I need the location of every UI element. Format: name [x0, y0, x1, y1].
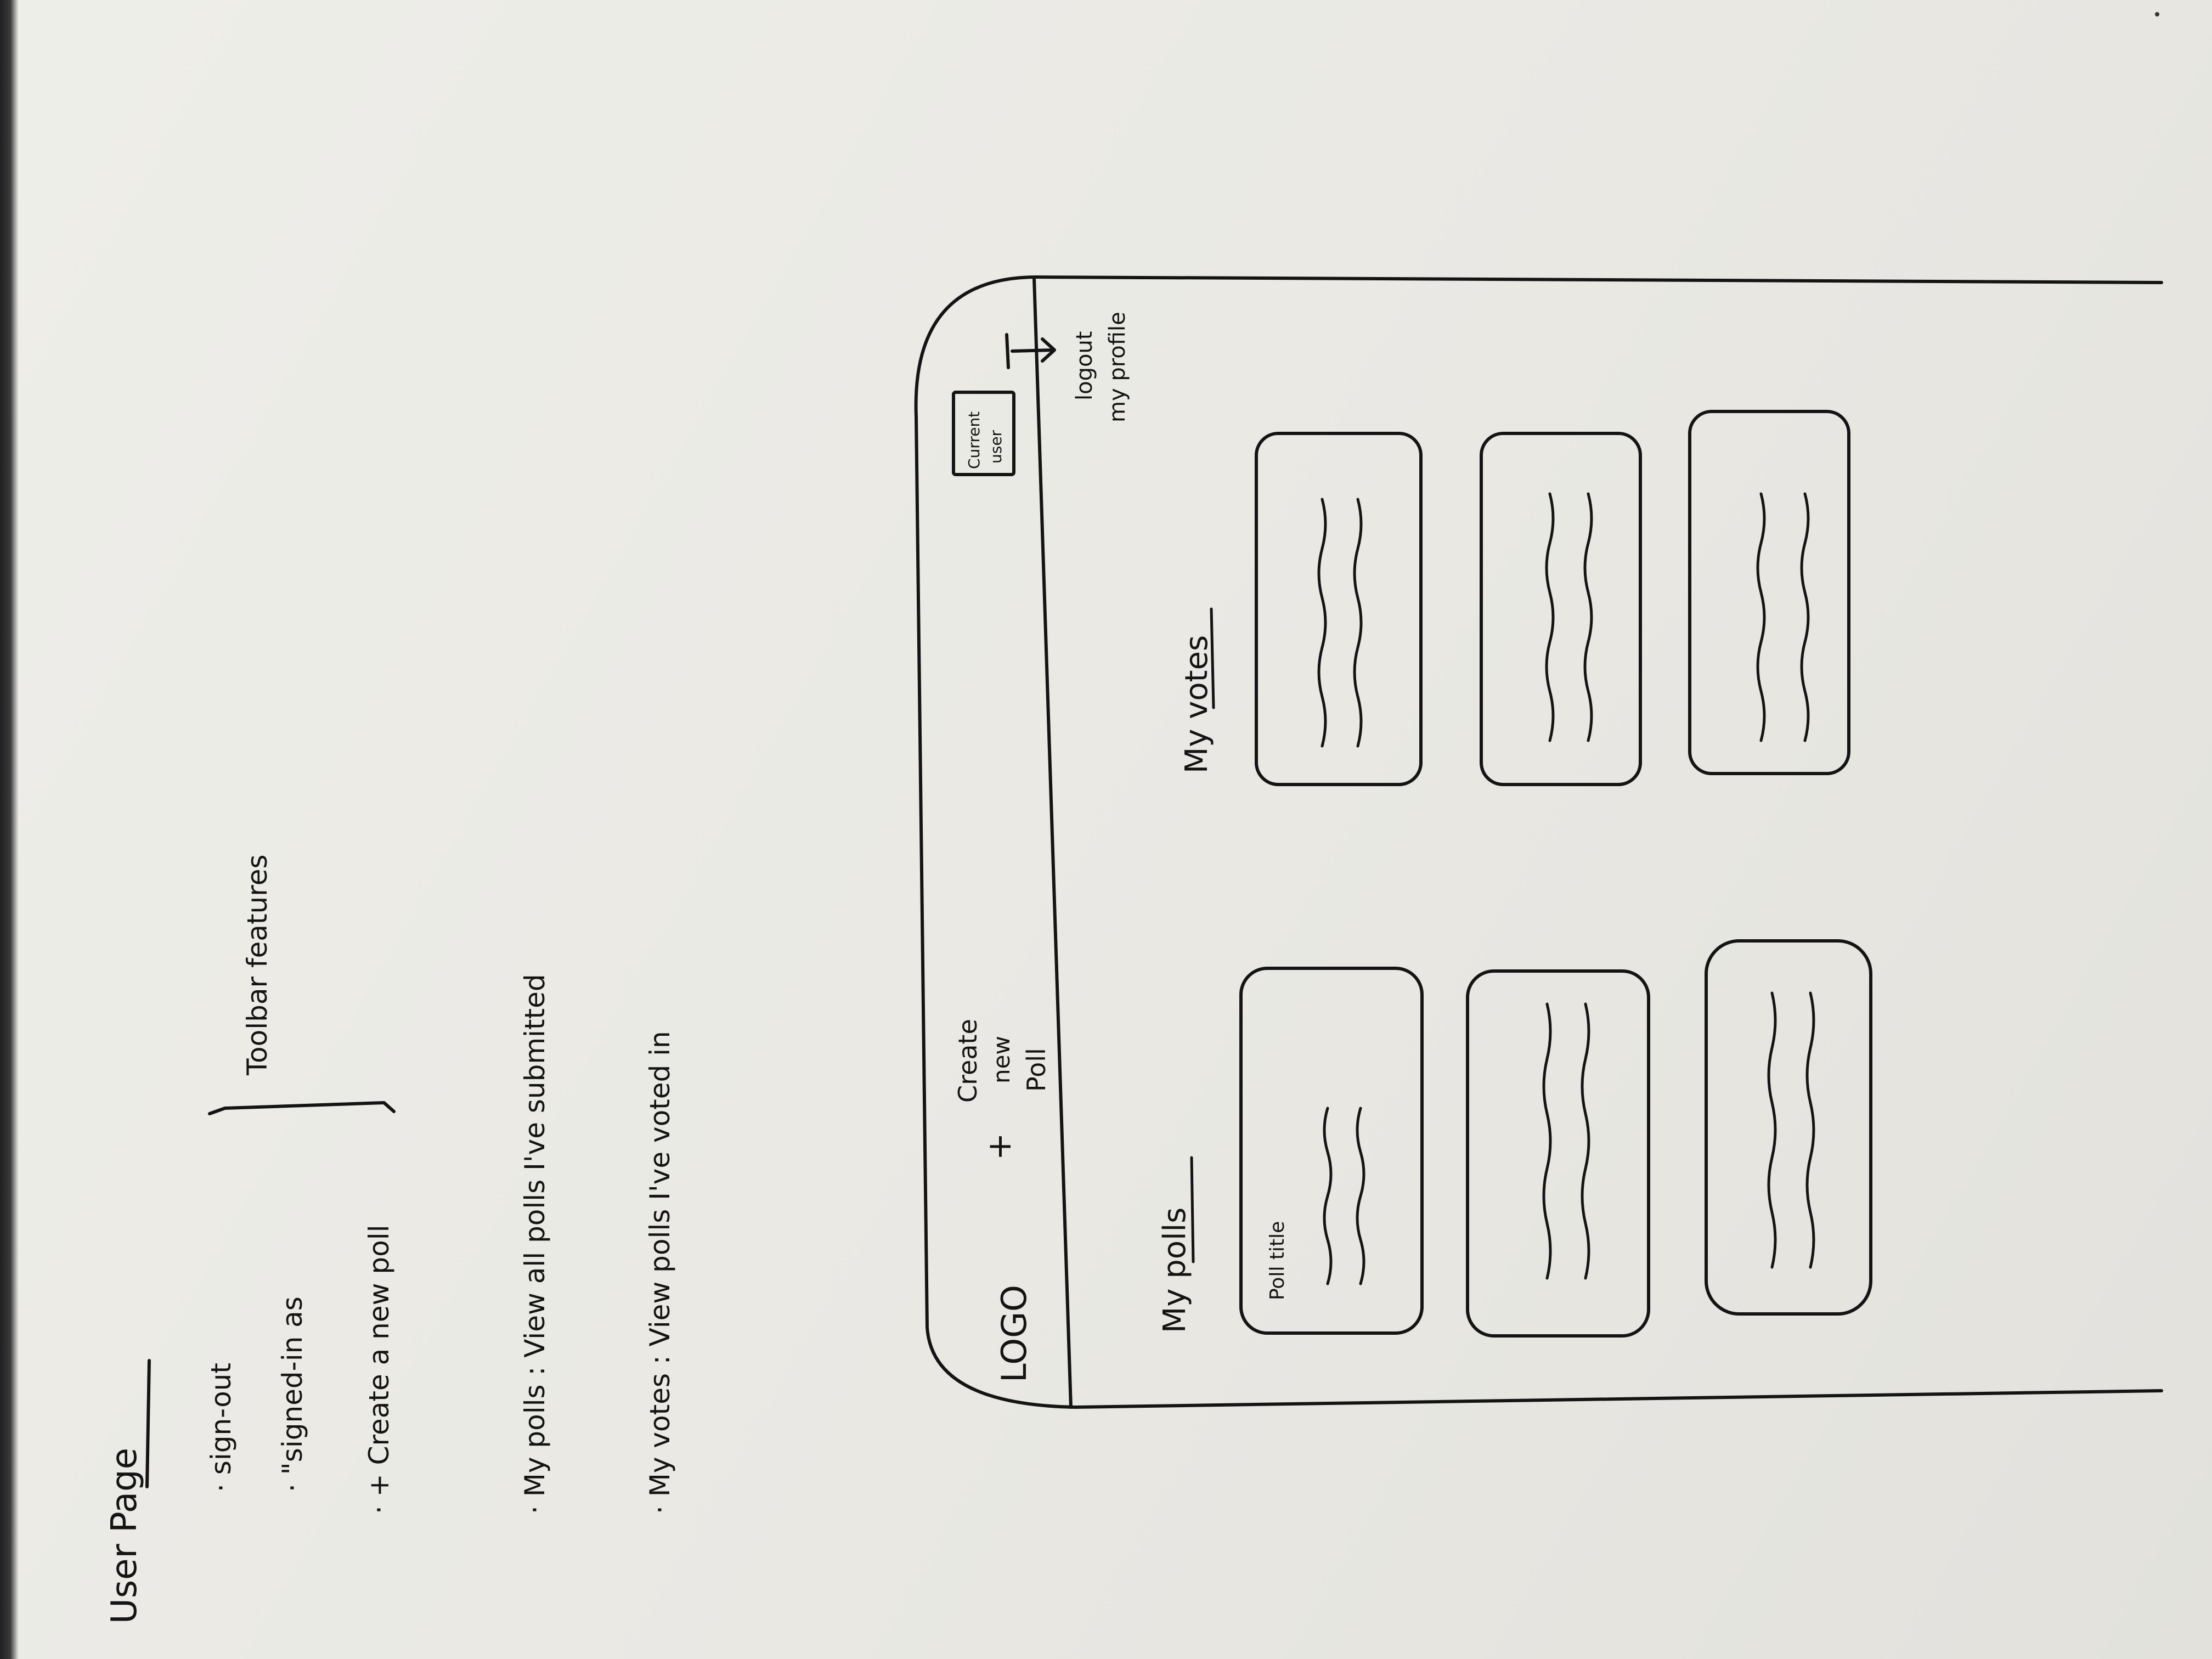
current-user-line2: user: [987, 430, 1005, 464]
vote-card-text-line: [1353, 498, 1363, 748]
vote-card-text-line: [1800, 492, 1810, 742]
poll-card[interactable]: [1705, 939, 1872, 1316]
poll-card-text-line: [1805, 991, 1815, 1269]
poll-card-frame[interactable]: [1466, 969, 1650, 1338]
my-votes-underline: [1210, 607, 1215, 709]
poll-card-text-line: [1767, 991, 1777, 1269]
vote-card-text-line: [1756, 492, 1766, 742]
vote-card-text-line: [1545, 492, 1555, 742]
heading-underline: [145, 1359, 151, 1488]
toolbar-bracket: [208, 1101, 396, 1115]
note-my-votes: · My votes : View polls I've voted in: [644, 1031, 676, 1514]
dropdown-arrow-tick: [1005, 333, 1010, 369]
menu-logout[interactable]: logout: [1072, 331, 1097, 400]
wireframe-frame: [914, 275, 2163, 1409]
poll-card-text-line: [1581, 1002, 1590, 1280]
notes-heading: User Page: [104, 1448, 145, 1624]
create-poll-label-line1[interactable]: Create: [953, 1019, 983, 1103]
poll-card-text-line: [1356, 1107, 1365, 1285]
vote-card[interactable]: [1480, 432, 1642, 786]
poll-card[interactable]: Poll title: [1239, 967, 1424, 1335]
ink-speck: [2155, 12, 2159, 16]
note-sign-out: · sign-out: [205, 1363, 237, 1492]
vote-card-text-line: [1583, 492, 1593, 742]
note-create-poll: · + Create a new poll: [363, 1225, 395, 1515]
vote-card[interactable]: [1688, 410, 1850, 775]
toolbar-divider: [1032, 277, 1073, 1409]
create-poll-label-line3[interactable]: Poll: [1022, 1048, 1051, 1092]
vote-card-frame[interactable]: [1255, 432, 1423, 786]
dropdown-arrow-line: [1011, 348, 1055, 353]
create-poll-label-line2[interactable]: new: [988, 1036, 1015, 1084]
poll-card-title: Poll title: [1266, 1221, 1289, 1300]
poll-card-frame[interactable]: [1705, 939, 1872, 1316]
create-poll-plus-icon[interactable]: +: [980, 1133, 1019, 1160]
vote-card[interactable]: [1255, 432, 1423, 786]
poll-card-frame[interactable]: [1239, 967, 1424, 1335]
my-polls-underline: [1190, 1156, 1195, 1263]
vote-card-frame[interactable]: [1688, 410, 1850, 775]
poll-card[interactable]: [1466, 969, 1650, 1338]
page-outline: [914, 275, 2163, 1409]
notes-heading-group: User Page: [104, 1359, 151, 1624]
poll-card-text-line: [1323, 1107, 1333, 1285]
vote-card-frame[interactable]: [1480, 432, 1642, 786]
table-edge: [0, 0, 19, 1659]
current-user-line1: Current: [965, 411, 983, 469]
menu-my-profile[interactable]: my profile: [1105, 312, 1130, 422]
dropdown-arrow-head: [1041, 337, 1056, 363]
note-signed-in-as: · "signed-in as: [276, 1296, 308, 1492]
vote-card-text-line: [1317, 498, 1327, 748]
my-polls-heading: My polls: [1157, 1207, 1193, 1333]
toolbar-features-label: Toolbar features: [241, 854, 273, 1076]
poll-card-text-line: [1542, 1002, 1552, 1280]
logo-text: LOGO: [994, 1285, 1034, 1383]
my-votes-heading: My votes: [1179, 635, 1215, 774]
current-user-box[interactable]: [952, 391, 1015, 476]
note-my-polls: · My polls : View all polls I've submitt…: [519, 974, 551, 1514]
